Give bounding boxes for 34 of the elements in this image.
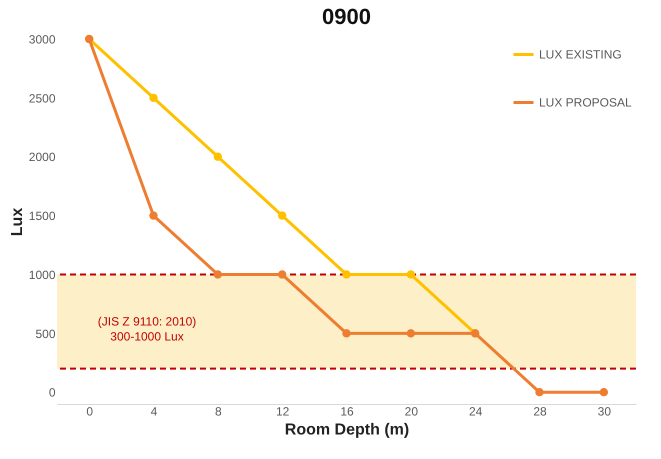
point bbox=[149, 94, 158, 102]
x-tick-label: 24 bbox=[468, 404, 483, 418]
point bbox=[214, 152, 222, 161]
x-tick-label: 4 bbox=[150, 404, 158, 418]
y-tick-label: 3000 bbox=[28, 32, 56, 46]
legend-label: LUX PROPOSAL bbox=[539, 96, 632, 110]
x-tick-label: 0 bbox=[86, 404, 94, 418]
y-tick-label: 2500 bbox=[28, 91, 56, 106]
point bbox=[600, 388, 608, 396]
point bbox=[278, 211, 286, 220]
x-tick-label: 16 bbox=[340, 404, 354, 418]
point bbox=[406, 270, 416, 279]
point bbox=[406, 329, 416, 338]
y-tick-label: 0 bbox=[48, 386, 56, 400]
x-tick-label: 30 bbox=[598, 404, 612, 418]
legend-label: LUX EXISTING bbox=[539, 48, 622, 62]
y-axis-title: Lux bbox=[8, 208, 26, 236]
y-tick-label: 1000 bbox=[28, 268, 56, 282]
point bbox=[342, 270, 351, 279]
point bbox=[535, 388, 544, 396]
band-label: (JIS Z 9110: 2010) 300-1000 Lux bbox=[98, 314, 196, 344]
y-tick-label: 500 bbox=[35, 326, 56, 341]
y-tick-label: 2000 bbox=[28, 150, 56, 164]
point bbox=[342, 329, 351, 338]
x-tick-label: 12 bbox=[276, 404, 290, 418]
chart-title: 0900 bbox=[322, 4, 371, 29]
point bbox=[214, 270, 222, 279]
x-axis-title: Room Depth (m) bbox=[284, 422, 410, 438]
x-tick-label: 20 bbox=[404, 404, 418, 418]
point bbox=[278, 270, 286, 279]
x-tick-label: 8 bbox=[214, 404, 222, 418]
x-tick-label: 28 bbox=[533, 404, 547, 418]
y-tick-label: 1500 bbox=[28, 209, 56, 224]
point bbox=[149, 211, 158, 220]
